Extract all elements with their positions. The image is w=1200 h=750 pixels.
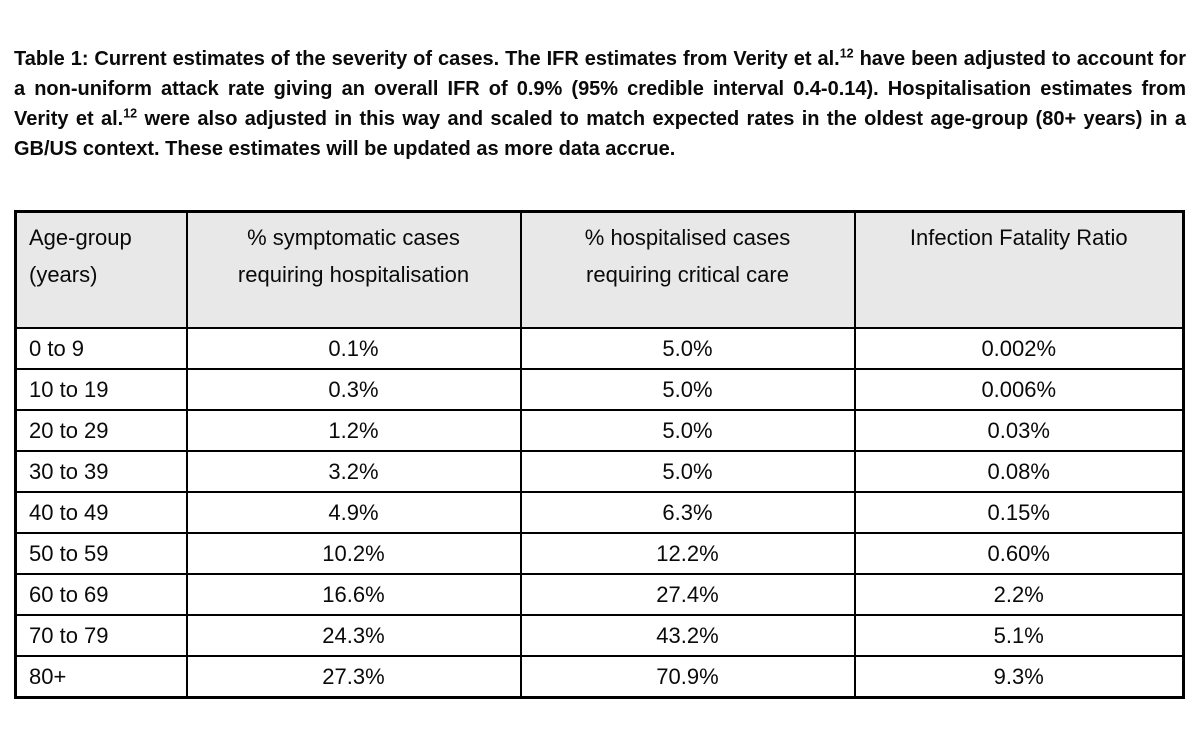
cell-critical-care: 12.2% [519, 532, 856, 575]
table-caption: Table 1: Current estimates of the severi… [14, 46, 1187, 160]
cell-ifr: 0.002% [853, 327, 1185, 370]
col-header-age-group: Age-group (years) [14, 210, 188, 329]
cell-critical-care: 5.0% [519, 368, 856, 411]
cell-ifr: 2.2% [853, 573, 1185, 616]
cell-age-group: 70 to 79 [14, 614, 188, 657]
cell-symptomatic-hospitalisation: 3.2% [185, 450, 522, 493]
cell-critical-care: 6.3% [519, 491, 856, 534]
col-header-critical-care: % hospitalised cases requiring critical … [519, 210, 856, 329]
table-row: 50 to 59 10.2% 12.2% 0.60% [14, 532, 1185, 575]
header-row: Age-group (years) % symptomatic cases re… [14, 210, 1185, 329]
cell-critical-care: 5.0% [519, 409, 856, 452]
table-row: 60 to 69 16.6% 27.4% 2.2% [14, 573, 1185, 616]
cell-symptomatic-hospitalisation: 10.2% [185, 532, 522, 575]
cell-age-group: 20 to 29 [14, 409, 188, 452]
cell-symptomatic-hospitalisation: 24.3% [185, 614, 522, 657]
table-row: 20 to 29 1.2% 5.0% 0.03% [14, 409, 1185, 452]
cell-critical-care: 43.2% [519, 614, 856, 657]
table-row: 40 to 49 4.9% 6.3% 0.15% [14, 491, 1185, 534]
cell-symptomatic-hospitalisation: 16.6% [185, 573, 522, 616]
cell-ifr: 0.03% [853, 409, 1185, 452]
cell-ifr: 9.3% [853, 655, 1185, 699]
cell-age-group: 50 to 59 [14, 532, 188, 575]
col-header-infection-fatality-ratio: Infection Fatality Ratio [853, 210, 1185, 329]
cell-symptomatic-hospitalisation: 0.3% [185, 368, 522, 411]
cell-ifr: 0.60% [853, 532, 1185, 575]
cell-ifr: 0.15% [853, 491, 1185, 534]
cell-symptomatic-hospitalisation: 1.2% [185, 409, 522, 452]
cell-critical-care: 70.9% [519, 655, 856, 699]
cell-critical-care: 5.0% [519, 327, 856, 370]
cell-critical-care: 27.4% [519, 573, 856, 616]
table-row: 70 to 79 24.3% 43.2% 5.1% [14, 614, 1185, 657]
cell-ifr: 0.006% [853, 368, 1185, 411]
cell-age-group: 60 to 69 [14, 573, 188, 616]
cell-symptomatic-hospitalisation: 27.3% [185, 655, 522, 699]
table-row: 30 to 39 3.2% 5.0% 0.08% [14, 450, 1185, 493]
table-row: 0 to 9 0.1% 5.0% 0.002% [14, 327, 1185, 370]
cell-symptomatic-hospitalisation: 0.1% [185, 327, 522, 370]
cell-age-group: 80+ [14, 655, 188, 699]
severity-table: Age-group (years) % symptomatic cases re… [14, 210, 1185, 699]
cell-age-group: 10 to 19 [14, 368, 188, 411]
cell-symptomatic-hospitalisation: 4.9% [185, 491, 522, 534]
table-row: 80+ 27.3% 70.9% 9.3% [14, 655, 1185, 699]
table-row: 10 to 19 0.3% 5.0% 0.006% [14, 368, 1185, 411]
cell-age-group: 0 to 9 [14, 327, 188, 370]
cell-ifr: 0.08% [853, 450, 1185, 493]
cell-ifr: 5.1% [853, 614, 1185, 657]
col-header-symptomatic-hospitalisation: % symptomatic cases requiring hospitalis… [185, 210, 522, 329]
cell-age-group: 40 to 49 [14, 491, 188, 534]
cell-critical-care: 5.0% [519, 450, 856, 493]
cell-age-group: 30 to 39 [14, 450, 188, 493]
